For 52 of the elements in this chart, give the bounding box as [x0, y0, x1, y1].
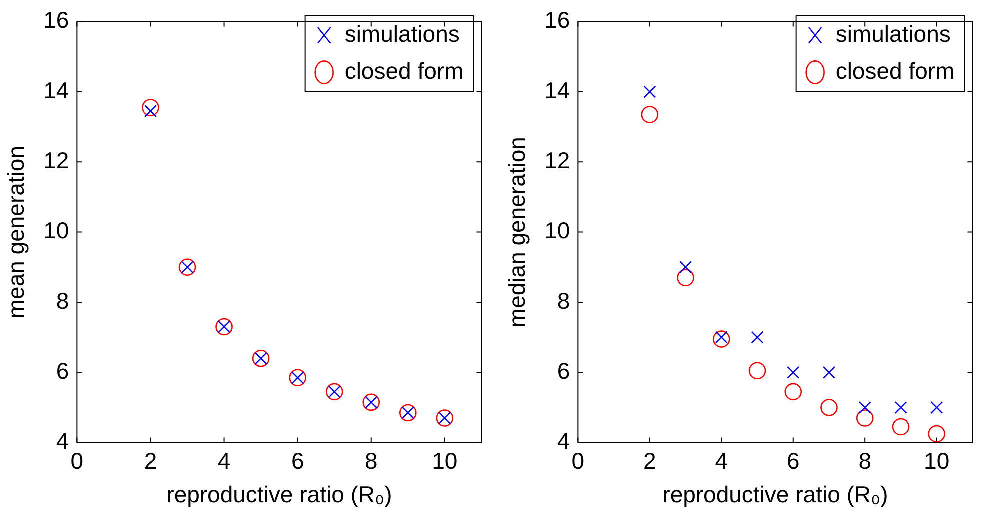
- x-tick-label: 8: [858, 448, 872, 474]
- point: [712, 330, 730, 348]
- y-tick-label: 14: [544, 77, 570, 104]
- x-tick-label: 10: [432, 448, 458, 474]
- y-tick-label: 10: [544, 218, 570, 244]
- point: [822, 366, 836, 379]
- x-axis-title: reproductive ratio (R₀): [166, 482, 392, 508]
- y-tick-label: 16: [544, 7, 570, 34]
- y-tick-label: 12: [544, 147, 570, 174]
- x-tick-label: 0: [70, 448, 84, 474]
- y-tick-label: 14: [44, 77, 70, 104]
- y-tick-label: 12: [44, 147, 70, 174]
- x-tick-label: 6: [291, 448, 304, 474]
- y-tick-label: 8: [557, 288, 570, 314]
- legend-label: closed form: [836, 58, 955, 84]
- x-axis-title: reproductive ratio (R₀): [662, 482, 888, 508]
- y-axis-title: median generation: [504, 137, 530, 328]
- y-tick-label: 10: [44, 218, 70, 244]
- point: [930, 401, 944, 414]
- point: [748, 362, 766, 380]
- point: [641, 106, 659, 124]
- x-tick-label: 2: [144, 448, 158, 474]
- point: [677, 269, 694, 287]
- y-tick-label: 6: [557, 358, 570, 384]
- y-axis-title: mean generation: [3, 146, 30, 319]
- legend-label: simulations: [836, 20, 951, 47]
- point: [142, 99, 160, 116]
- point: [787, 366, 800, 379]
- x-tick-label: 6: [786, 448, 800, 474]
- x-tick-label: 0: [572, 448, 585, 474]
- point: [784, 383, 802, 401]
- y-tick-label: 4: [557, 428, 570, 454]
- point: [928, 425, 946, 443]
- y-tick-label: 6: [56, 358, 70, 384]
- y-tick-label: 16: [44, 7, 70, 34]
- x-tick-label: 10: [924, 448, 950, 474]
- point: [679, 261, 692, 274]
- point: [856, 410, 874, 427]
- x-tick-label: 8: [364, 448, 378, 474]
- point: [751, 331, 764, 344]
- x-tick-label: 4: [218, 448, 231, 474]
- point: [894, 401, 908, 414]
- point: [820, 399, 838, 416]
- point: [892, 418, 910, 436]
- x-tick-label: 2: [644, 448, 656, 474]
- point: [644, 86, 656, 98]
- x-tick-label: 4: [715, 448, 728, 474]
- legend-label: closed form: [344, 58, 464, 84]
- y-tick-label: 4: [56, 428, 70, 454]
- legend-label: simulations: [344, 20, 460, 47]
- y-tick-label: 8: [56, 288, 70, 314]
- point: [858, 401, 872, 414]
